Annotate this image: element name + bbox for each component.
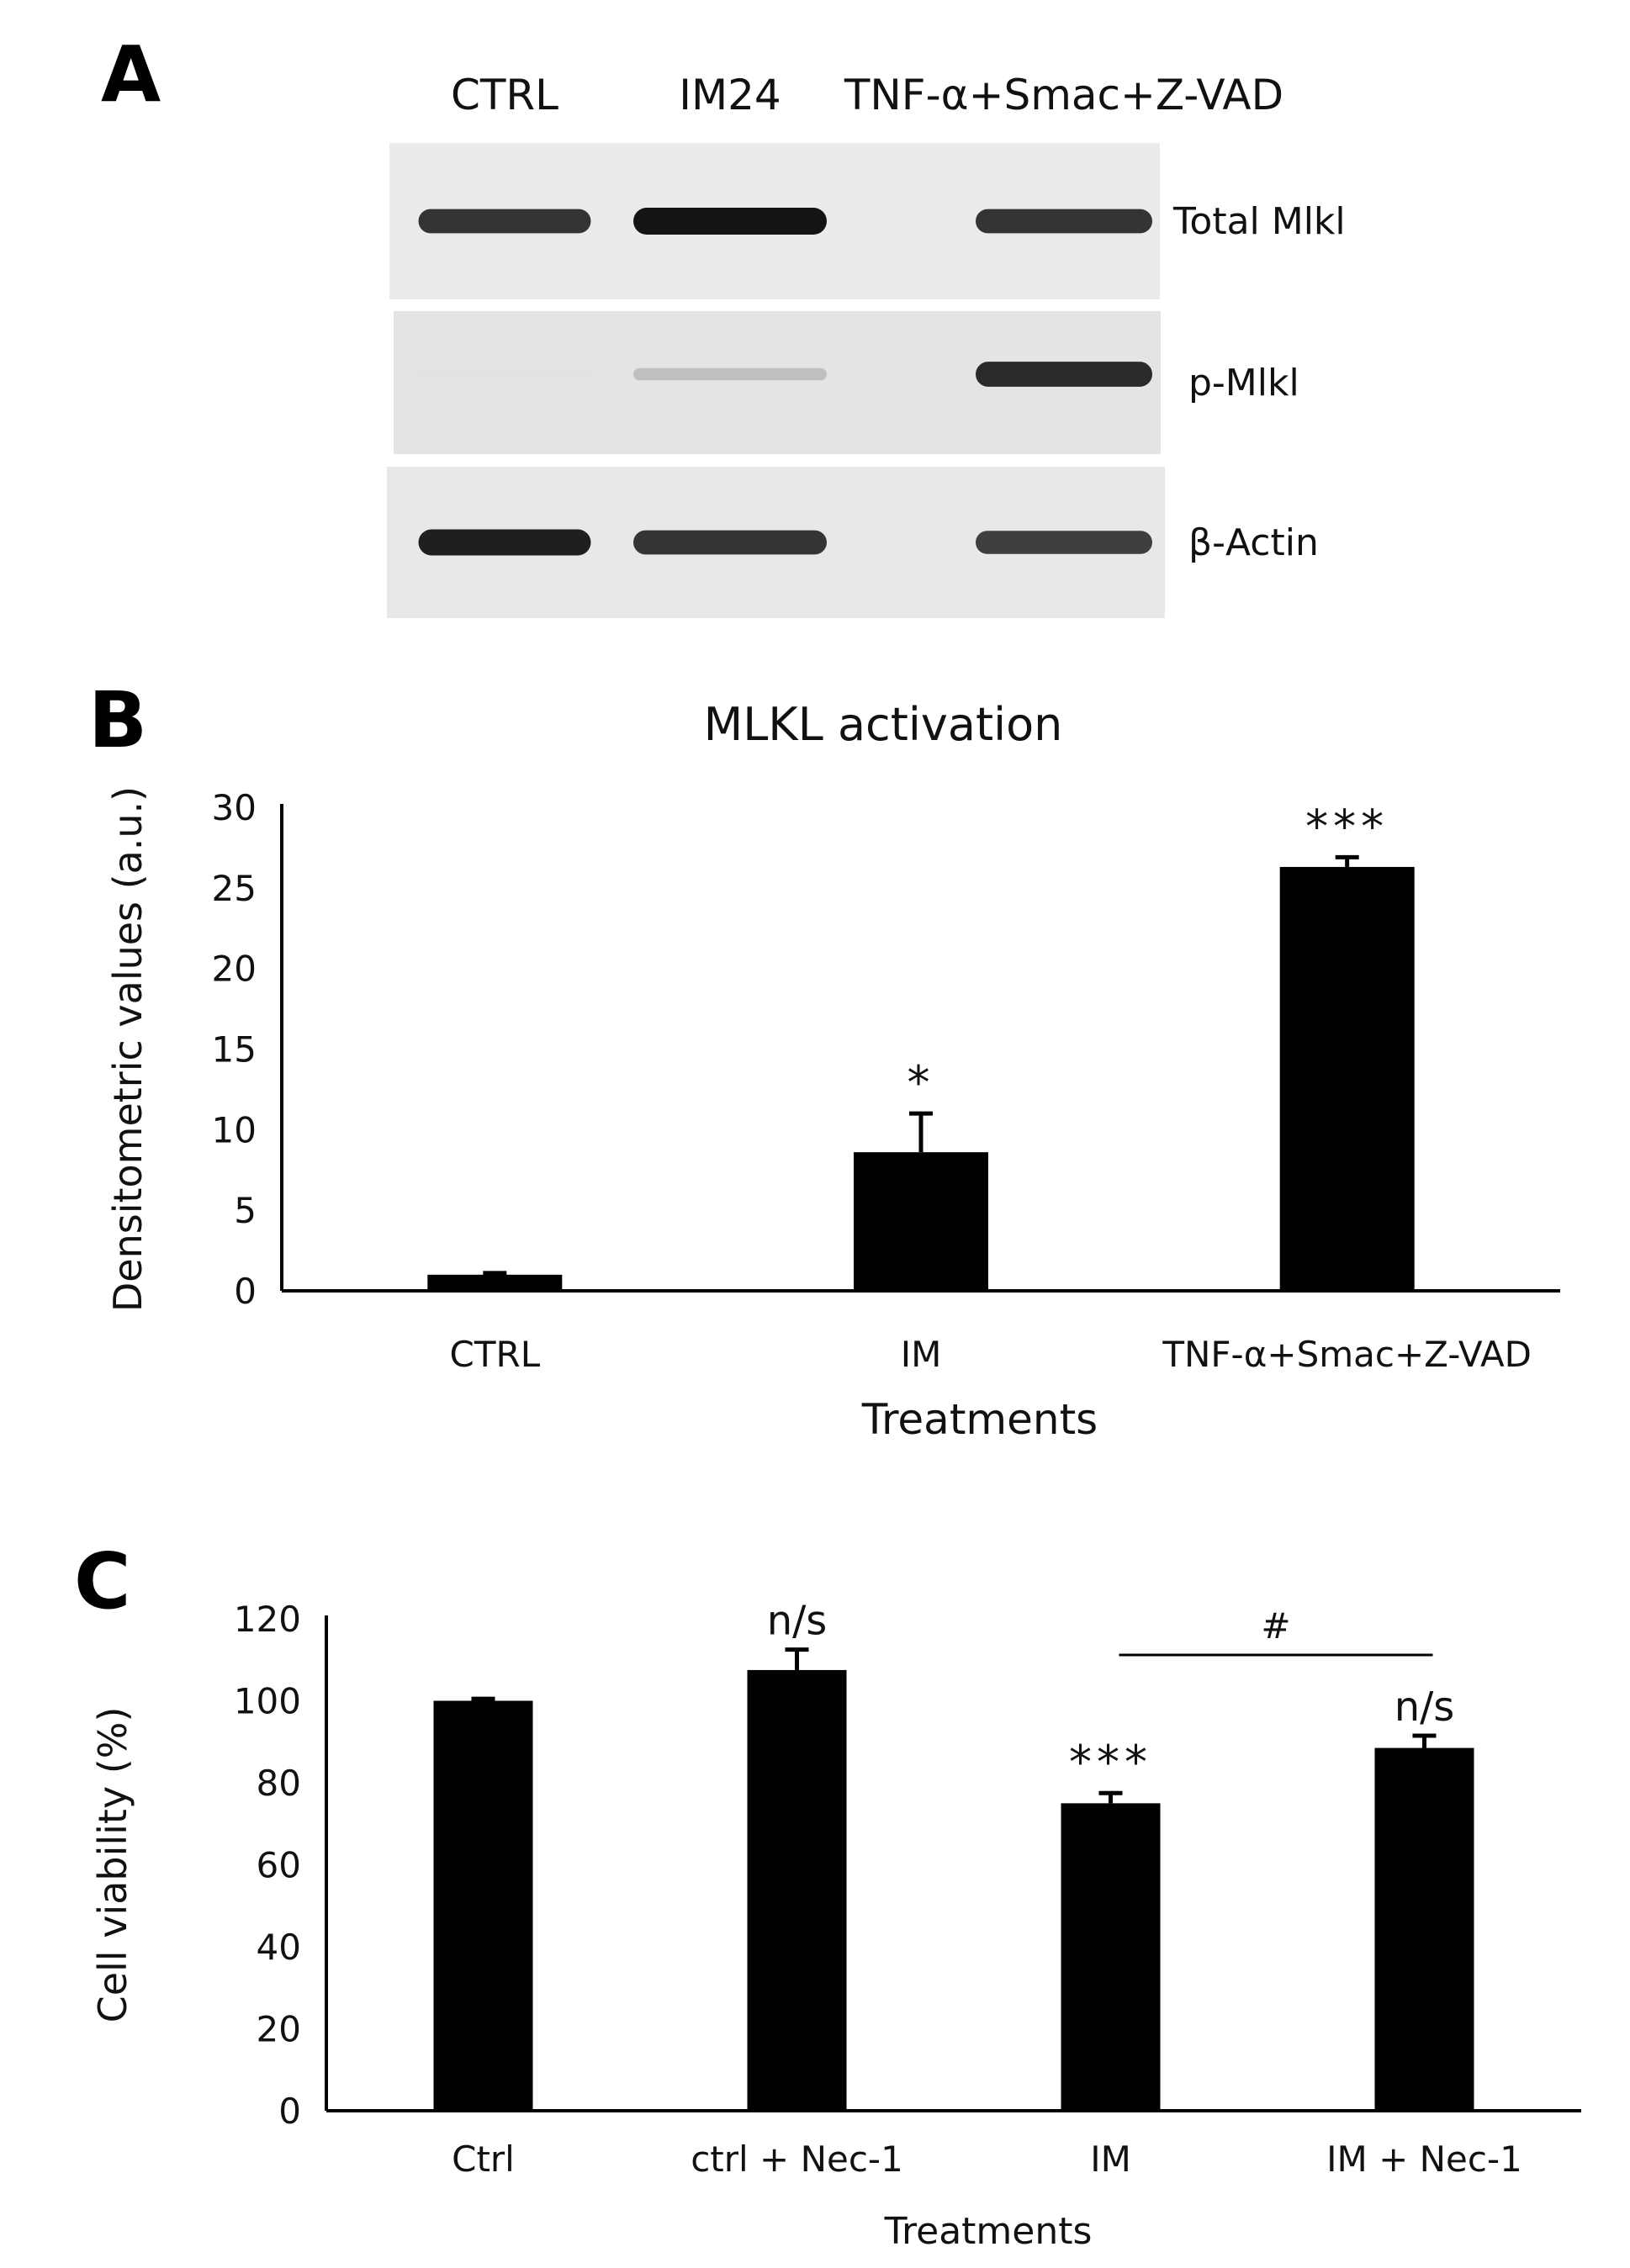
- chart-title: MLKL activation: [704, 698, 1063, 751]
- bar: [854, 1152, 988, 1291]
- bar: [427, 1274, 563, 1291]
- significance-label: ***: [1069, 1736, 1152, 1789]
- bar: [1279, 866, 1415, 1291]
- x-tick-label: IM: [901, 1334, 942, 1375]
- x-tick-label: IM: [1090, 2138, 1131, 2180]
- western-blot: CTRL IM24 TNF-α+Smac+Z-VAD Total Mlkl p-Mlkl…: [387, 71, 1346, 618]
- lane-label: TNF-α+Smac+Z-VAD: [844, 71, 1283, 119]
- x-tick-label: Ctrl: [452, 2138, 515, 2180]
- x-axis-title: Treatments: [884, 2210, 1093, 2253]
- panel-c-letter: C: [74, 1536, 131, 1626]
- blot-band: [633, 208, 827, 235]
- y-tick-label: 20: [257, 2009, 301, 2050]
- significance-label: n/s: [767, 1598, 828, 1645]
- y-tick-label: 120: [234, 1599, 301, 1640]
- x-tick-label: TNF-α+Smac+Z-VAD: [1162, 1334, 1532, 1375]
- significance-label: ***: [1305, 800, 1389, 853]
- blot-band: [976, 531, 1152, 554]
- x-tick-label: CTRL: [450, 1334, 541, 1375]
- x-tick-label: ctrl + Nec-1: [691, 2138, 903, 2180]
- blot-row-label: p-Mlkl: [1188, 362, 1299, 404]
- y-tick-label: 5: [234, 1190, 257, 1231]
- bar: [1374, 1747, 1474, 2111]
- y-tick-label: 30: [212, 787, 257, 828]
- lane-label: CTRL: [451, 71, 558, 119]
- bar: [747, 1669, 847, 2111]
- blot-band: [976, 362, 1152, 387]
- bar: [433, 1700, 533, 2111]
- blot-band: [976, 209, 1152, 234]
- y-tick-label: 10: [212, 1109, 257, 1150]
- blot-row-label: Total Mlkl: [1172, 200, 1346, 243]
- blot-band: [418, 369, 591, 379]
- y-tick-label: 25: [212, 868, 257, 909]
- y-tick-label: 0: [278, 2091, 301, 2132]
- blot-band: [633, 530, 827, 555]
- blot-row-label: β-Actin: [1188, 521, 1319, 564]
- y-tick-label: 40: [257, 1927, 301, 1968]
- y-tick-label: 20: [212, 949, 257, 990]
- chart-cell-viability: 0 20 40 60 80 100 120 Cell viability (%) Treatme…: [90, 1598, 1581, 2253]
- comparison-label: #: [1261, 1605, 1290, 1647]
- bar: [1061, 1803, 1161, 2111]
- blot-band: [633, 367, 827, 381]
- blot-band: [418, 529, 591, 556]
- y-axis-title: Cell viability (%): [90, 1707, 135, 2023]
- chart-mlkl-activation: MLKL activation 0 5 10 15 20 25 30 Densitometric…: [105, 698, 1560, 1444]
- y-tick-label: 0: [234, 1271, 257, 1312]
- lane-label: IM24: [679, 71, 781, 119]
- panel-a-letter: A: [101, 29, 161, 119]
- y-tick-label: 60: [257, 1845, 301, 1886]
- significance-label: n/s: [1394, 1684, 1455, 1731]
- panel-b-letter: B: [88, 675, 147, 765]
- y-tick-label: 15: [212, 1029, 257, 1071]
- y-tick-label: 80: [257, 1763, 301, 1804]
- x-tick-label: IM + Nec-1: [1326, 2138, 1522, 2180]
- significance-label: *: [908, 1056, 935, 1109]
- y-tick-label: 100: [234, 1681, 301, 1722]
- blot-band: [418, 209, 591, 234]
- y-axis-title: Densitometric values (a.u.): [105, 786, 151, 1312]
- x-axis-title: Treatments: [861, 1395, 1098, 1444]
